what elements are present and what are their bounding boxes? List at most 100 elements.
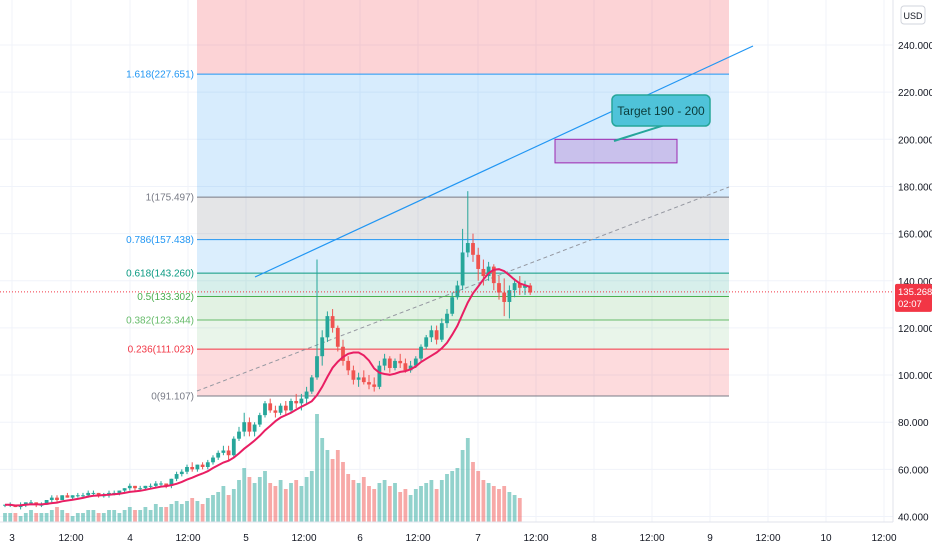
volume-bar-81 — [424, 483, 429, 522]
candle-92 — [481, 268, 486, 277]
volume-bar-5 — [29, 510, 33, 522]
overlay[interactable]: Target 190 - 200 — [0, 94, 893, 293]
volume-bar-53 — [278, 480, 283, 522]
volume-bar-43 — [226, 495, 231, 522]
volume-bar-29 — [153, 504, 158, 522]
volume-bar-48 — [252, 483, 257, 522]
candle-26 — [138, 488, 143, 490]
candle-27 — [143, 485, 148, 489]
fib-level-label-3: 0.618(143.260) — [126, 269, 194, 280]
volume-bar-30 — [159, 507, 163, 522]
candle-67 — [351, 370, 356, 380]
volume-bar-88 — [460, 450, 465, 522]
x-tick-label-1: 12:00 — [58, 533, 83, 544]
volume-bar-58 — [304, 477, 309, 522]
volume-bar-93 — [486, 483, 491, 522]
fib-band-6 — [197, 349, 729, 397]
volume-bar-2 — [13, 513, 18, 522]
y-tick-label-0: 40.000 — [898, 513, 929, 524]
time-axis-bg — [0, 522, 932, 550]
volume-bar-9 — [49, 510, 54, 522]
candle-85 — [445, 313, 449, 324]
volume-bar-75 — [393, 483, 397, 522]
candle-12 — [65, 495, 70, 498]
volume-bar-90 — [471, 462, 475, 522]
moving-average-line — [5, 268, 531, 507]
candle-89 — [465, 243, 470, 253]
volume-bar-84 — [439, 480, 444, 522]
volume-bar-17 — [91, 510, 96, 522]
candle-33 — [174, 474, 179, 479]
volume-bar-80 — [419, 486, 423, 522]
candle-56 — [294, 400, 299, 404]
target-callout-text: Target 190 - 200 — [617, 104, 705, 118]
dashed-trend-line — [196, 186, 730, 392]
volume-bar-33 — [174, 501, 179, 522]
candle-34 — [179, 471, 184, 475]
candle-23 — [122, 488, 127, 491]
candle-68 — [356, 377, 361, 380]
candle-83 — [434, 330, 439, 340]
candle-59 — [309, 377, 314, 392]
candle-57 — [299, 398, 304, 404]
candle-96 — [502, 292, 507, 302]
volume-bar-67 — [351, 480, 356, 522]
candle-79 — [413, 358, 418, 366]
candle-54 — [283, 405, 288, 411]
fib-level-label-4: 0.5(133.302) — [137, 292, 194, 303]
candle-39 — [205, 462, 210, 467]
candle-66 — [346, 360, 351, 371]
x-tick-label-14: 10 — [820, 533, 832, 544]
candle-100 — [523, 285, 527, 288]
volume-bar-28 — [148, 510, 153, 522]
last-price-value: 135.268 — [898, 287, 932, 298]
candle-71 — [372, 384, 377, 387]
candle-11 — [60, 495, 65, 500]
candle-58 — [304, 391, 309, 399]
candle-8 — [44, 499, 49, 505]
trend-line — [254, 45, 754, 278]
candle-29 — [153, 483, 158, 486]
volume-bar-54 — [283, 489, 288, 522]
volume-bar-65 — [341, 462, 345, 522]
candle-43 — [226, 450, 231, 456]
volume-bar-41 — [216, 492, 221, 522]
volume-bar-32 — [169, 504, 174, 522]
drawings[interactable] — [196, 45, 754, 392]
candle-38 — [200, 464, 205, 467]
candle-18 — [96, 492, 101, 496]
volume-bar-13 — [70, 516, 75, 522]
fib-band-top — [197, 0, 729, 75]
x-tick-label-3: 12:00 — [175, 533, 200, 544]
candle-42 — [221, 450, 226, 453]
x-tick-label-6: 6 — [357, 533, 363, 544]
volume-bar-56 — [294, 480, 299, 522]
currency-button[interactable] — [900, 5, 926, 25]
candle-41 — [216, 452, 221, 458]
volume-bar-23 — [122, 510, 127, 522]
volume-bar-94 — [491, 486, 496, 522]
volume-bar-78 — [408, 495, 413, 522]
volume-bar-10 — [55, 507, 59, 522]
candle-78 — [408, 365, 413, 371]
fib-level-label-7: 0(91.107) — [151, 392, 194, 403]
candle-40 — [211, 457, 215, 463]
candle-16 — [86, 492, 91, 496]
fib-band-4 — [197, 296, 729, 321]
volume-bar-76 — [398, 492, 403, 522]
volume-bar-35 — [185, 501, 189, 522]
candle-35 — [185, 466, 189, 472]
volume-bar-34 — [179, 504, 184, 522]
candle-97 — [507, 290, 512, 302]
candle-30 — [159, 483, 163, 485]
volume-bar-39 — [205, 498, 210, 522]
target-callout[interactable] — [611, 94, 711, 127]
volume-bar-55 — [289, 483, 293, 522]
volume-bar-40 — [211, 495, 215, 522]
candle-80 — [419, 346, 423, 359]
volume-bar-15 — [81, 513, 85, 522]
candle-45 — [237, 431, 241, 439]
